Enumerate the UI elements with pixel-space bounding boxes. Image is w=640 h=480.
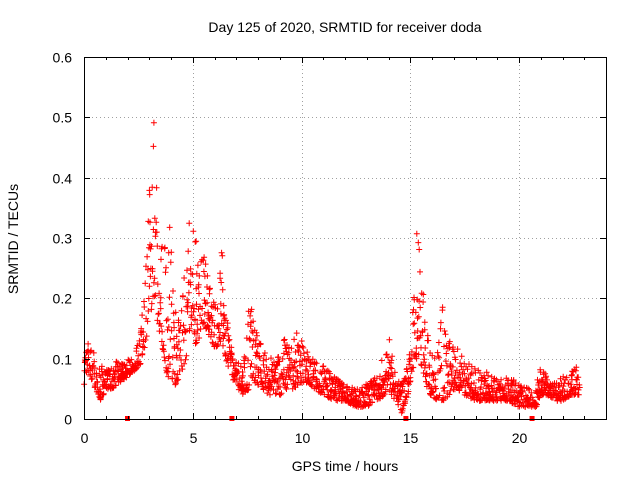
- data-points: [81, 119, 583, 416]
- x-tick-label: 15: [403, 430, 419, 446]
- ticks: 0 0.1 0.2 0.3 0.4 0.5 0.6 0 5 10 15 20: [53, 50, 606, 446]
- y-tick-label: 0.6: [53, 50, 73, 66]
- y-tick-label: 0.2: [53, 291, 73, 307]
- chart-title: Day 125 of 2020, SRMTID for receiver dod…: [208, 19, 481, 35]
- srmtid-point-markers: [81, 119, 583, 416]
- y-tick-label: 0.3: [53, 231, 73, 247]
- x-tick-label: 20: [512, 430, 528, 446]
- zero-marker: [125, 416, 130, 421]
- x-axis-label: GPS time / hours: [292, 458, 399, 474]
- y-tick-label: 0.1: [53, 352, 73, 368]
- y-axis-label: SRMTID / TECUs: [5, 184, 21, 294]
- y-tick-label: 0: [64, 412, 72, 428]
- zero-marker: [529, 416, 535, 421]
- x-tick-label: 5: [190, 430, 198, 446]
- x-tick-label: 0: [81, 430, 89, 446]
- zero-markers: [125, 416, 535, 421]
- x-tick-label: 10: [295, 430, 311, 446]
- zero-marker: [229, 416, 235, 421]
- y-tick-label: 0.4: [53, 171, 73, 187]
- grid: [84, 57, 606, 419]
- zero-marker: [403, 416, 409, 421]
- y-tick-label: 0.5: [53, 110, 73, 126]
